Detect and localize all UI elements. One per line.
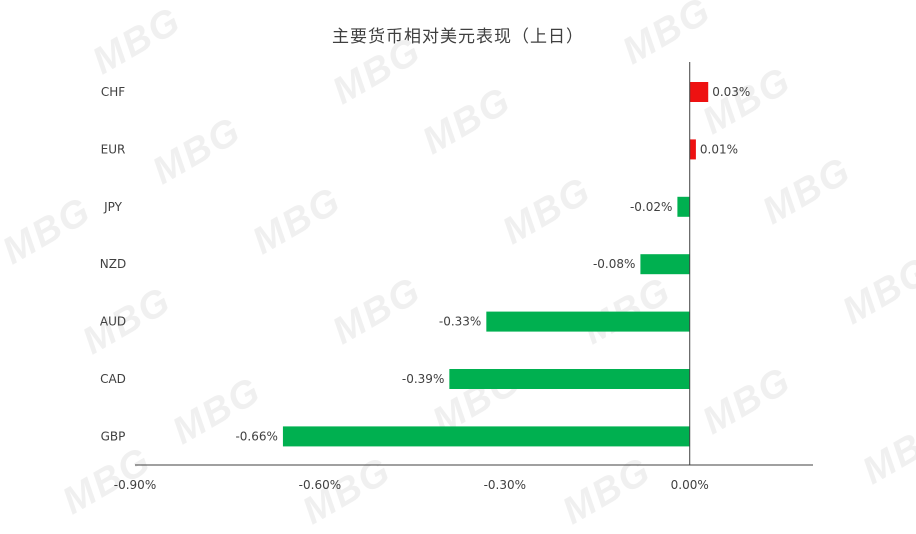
data-label-gbp: -0.66% xyxy=(235,429,277,443)
data-label-nzd: -0.08% xyxy=(593,257,635,271)
x-tick-label: -0.60% xyxy=(299,478,341,492)
category-label-gbp: GBP xyxy=(101,429,126,443)
category-label-eur: EUR xyxy=(101,142,126,156)
bar-nzd xyxy=(640,254,690,275)
data-label-chf: 0.03% xyxy=(712,85,750,99)
bar-eur xyxy=(689,139,696,160)
x-tick-label: 0.00% xyxy=(671,478,709,492)
category-label-nzd: NZD xyxy=(100,257,126,271)
data-label-cad: -0.39% xyxy=(402,372,444,386)
x-tick-label: -0.30% xyxy=(484,478,526,492)
bar-jpy xyxy=(677,196,690,217)
data-label-aud: -0.33% xyxy=(439,315,481,329)
bar-cad xyxy=(449,369,690,389)
data-label-jpy: -0.02% xyxy=(630,200,672,214)
bar-gbp xyxy=(282,426,690,447)
category-label-chf: CHF xyxy=(101,85,125,99)
category-label-cad: CAD xyxy=(100,372,126,386)
chart-title: 主要货币相对美元表现（上日） xyxy=(332,27,584,47)
x-tick-label: -0.90% xyxy=(114,478,156,492)
bar-chf xyxy=(689,82,709,102)
category-label-jpy: JPY xyxy=(103,200,123,214)
bar-aud xyxy=(486,311,690,332)
category-label-aud: AUD xyxy=(100,315,126,329)
data-label-eur: 0.01% xyxy=(700,142,738,156)
